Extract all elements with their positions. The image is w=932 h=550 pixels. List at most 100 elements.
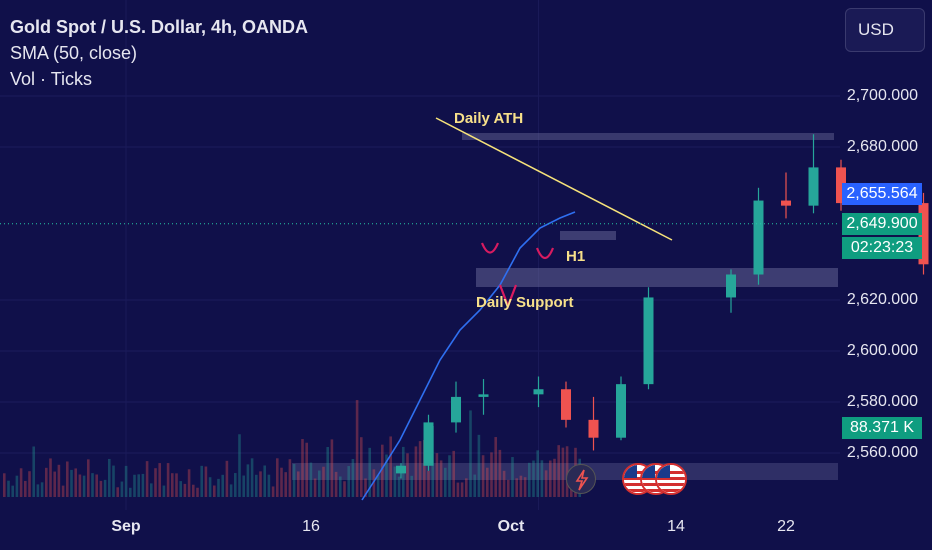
currency-button[interactable]: USD [845,8,925,52]
last-price-tag: 2,649.900 [842,213,922,235]
volume-bar [255,474,258,497]
candle-body [478,394,489,397]
resistance-trendline [435,117,673,241]
volume-bar [133,474,136,497]
volume-bar [200,465,203,497]
volume-bar [154,468,157,497]
us-flag-event-icon[interactable] [655,463,687,495]
volume-bar [141,473,145,497]
volume-bar [544,470,548,497]
volume-bar [162,485,166,497]
volume-bar [473,474,476,497]
volume-bar [284,472,287,497]
volume-bar [280,467,283,497]
volume-bar [494,437,497,497]
volume-bar [469,410,472,497]
volume-bar [166,463,170,497]
price-tick-label: 2,700.000 [846,87,918,104]
volume-bar [385,454,388,497]
volume-bar [267,474,271,497]
volume-bar [124,465,128,497]
price-tick-label: 2,600.000 [846,342,918,359]
support-zone [476,268,838,287]
volume-bar [389,436,392,497]
volume-bar [515,478,518,497]
ath-annotation[interactable]: Daily ATH [454,110,524,127]
volume-bar [87,459,90,497]
price-tick-label: 2,560.000 [846,444,918,461]
candle-body [616,384,626,438]
volume-bar [95,474,98,497]
volume-bar [28,471,31,497]
volume-bar [481,455,485,497]
volume-bar [339,476,342,497]
candle-body [533,389,544,395]
volume-bar [393,466,397,497]
volume-bar [221,474,224,497]
volume-bar [19,468,23,497]
candle-body [781,200,791,206]
h1-annotation[interactable]: H1 [566,248,586,265]
volume-bar [553,458,556,497]
volume-bar [116,487,119,497]
volume-bar [187,469,191,497]
volume-bar [78,474,82,497]
volume-bar [540,460,544,497]
candle-body [753,200,764,275]
volume-indicator-label[interactable]: Vol · Ticks [10,69,93,89]
volume-bar [250,458,254,497]
volume-bar [271,486,275,497]
volume-bar [397,476,401,497]
volume-bar [45,467,48,497]
volume-bar [11,485,14,497]
lightning-icon[interactable] [566,464,596,494]
volume-bar [49,458,52,497]
volume-bar [301,439,304,497]
volume-tag: 88.371 K [842,417,922,439]
volume-bar [145,461,149,497]
volume-bar [108,458,111,497]
support-annotation[interactable]: Daily Support [476,294,574,311]
volume-bar [82,475,86,497]
volume-bar [330,439,334,497]
volume-bar [364,478,367,497]
volume-bar [263,465,266,497]
volume-bar [66,461,69,497]
candle-body [423,422,434,466]
volume-bar [103,479,107,497]
volume-bar [234,473,237,497]
candle-body [808,167,819,206]
volume-bar [486,467,489,497]
volume-bar [32,446,35,497]
candle-body [836,167,846,204]
volume-bar [439,460,443,497]
candle-body [451,396,461,423]
volume-bar [112,465,115,497]
candle-body [726,274,736,298]
volume-bar [490,452,493,497]
countdown-tag: 02:23:23 [842,237,922,259]
volume-bar [351,458,355,497]
price-tick-label: 2,580.000 [846,393,918,410]
volume-bar [24,480,27,497]
volume-bar [61,485,65,497]
volume-bar [368,447,371,497]
volume-bar [204,466,208,497]
volume-bar [217,478,220,497]
volume-bar [347,466,350,497]
volume-bar [414,446,418,497]
symbol-title[interactable]: Gold Spot / U.S. Dollar, 4h, OANDA [10,17,309,37]
volume-bar [326,447,329,497]
volume-bar [196,487,199,497]
time-tick-label: Oct [497,518,525,535]
price-tick-label: 2,620.000 [846,291,918,308]
sma-line [361,211,576,501]
volume-bar [120,481,124,497]
time-tick-label: Sep [111,518,141,535]
volume-bar [498,449,502,497]
volume-bar [276,458,279,497]
volume-bar [309,462,313,497]
sma-indicator-label[interactable]: SMA (50, close) [10,43,138,63]
